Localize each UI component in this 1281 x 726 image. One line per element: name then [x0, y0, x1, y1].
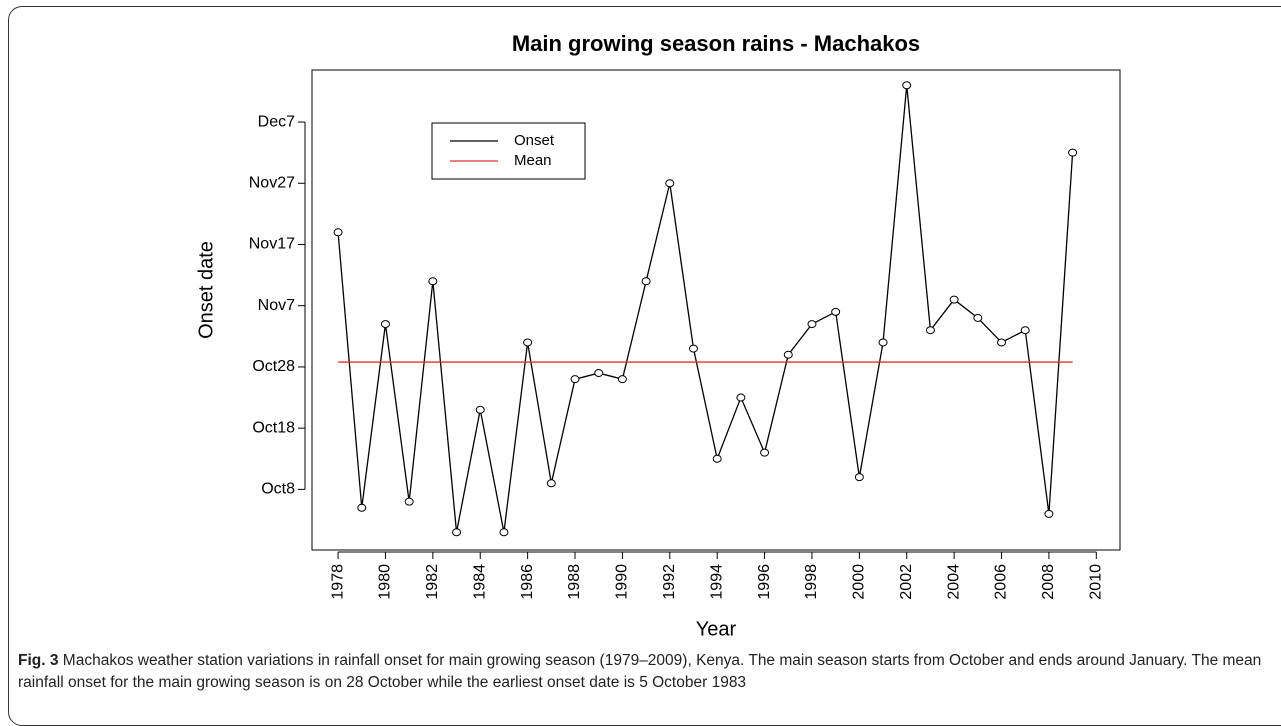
data-point: [452, 528, 462, 537]
data-point: [997, 338, 1007, 347]
data-point: [570, 375, 580, 384]
x-tick-label: 1982: [424, 564, 441, 600]
x-tick-label: 2008: [1040, 564, 1057, 600]
data-point: [712, 454, 722, 463]
x-tick-label: 2002: [898, 564, 915, 600]
y-tick-label: Nov17: [249, 236, 295, 253]
chart: Main growing season rains - Machakos Yea…: [195, 31, 1121, 640]
data-point: [617, 375, 627, 384]
data-point: [925, 326, 935, 335]
data-point: [475, 405, 485, 414]
caption: Fig. 3 Machakos weather station variatio…: [18, 650, 1268, 694]
data-point: [1044, 509, 1054, 518]
x-tick-label: 2004: [945, 564, 962, 600]
data-point: [688, 344, 698, 353]
data-point: [641, 277, 651, 286]
data-point: [878, 338, 888, 347]
data-point: [594, 369, 604, 378]
chart-title: Main growing season rains - Machakos: [512, 31, 920, 56]
data-point: [854, 473, 864, 482]
y-tick-label: Oct8: [261, 481, 295, 498]
data-point: [499, 528, 509, 537]
legend-label: Onset: [514, 132, 555, 149]
data-point: [665, 179, 675, 188]
x-tick-label: 2006: [993, 564, 1010, 600]
page: Main growing season rains - Machakos Yea…: [8, 6, 1281, 726]
legend-box: [431, 122, 586, 180]
y-tick-label: Nov27: [249, 174, 295, 191]
series-line: [337, 85, 1074, 533]
data-point: [902, 81, 912, 90]
data-point: [523, 338, 533, 347]
data-point: [357, 503, 367, 512]
y-axis-label: Onset date: [195, 241, 217, 339]
data-point: [428, 277, 438, 286]
y-tick-label: Nov7: [258, 297, 295, 314]
data-point: [760, 448, 770, 457]
caption-text: Machakos weather station variations in r…: [18, 652, 1262, 691]
x-tick-label: 1994: [708, 564, 725, 600]
y-tick-label: Oct18: [252, 419, 295, 436]
x-tick-label: 1990: [614, 564, 631, 600]
x-axis-label: Year: [696, 618, 737, 640]
x-tick-label: 2000: [851, 564, 868, 600]
data-point: [807, 320, 817, 329]
data-point: [831, 307, 841, 316]
x-tick-label: 1996: [756, 564, 773, 600]
data-point: [783, 350, 793, 359]
data-point: [1020, 326, 1030, 335]
y-tick-label: Dec7: [258, 113, 295, 130]
x-tick-label: 1988: [566, 564, 583, 600]
data-point: [333, 228, 343, 237]
data-point: [404, 497, 414, 506]
x-tick-label: 1980: [377, 564, 394, 600]
data-point: [380, 320, 390, 329]
legend-label: Mean: [514, 152, 552, 169]
y-tick-label: Oct28: [252, 358, 295, 375]
x-tick-label: 2010: [1088, 564, 1105, 600]
data-point: [973, 313, 983, 322]
plot-box: [311, 69, 1121, 551]
data-point: [949, 295, 959, 304]
x-tick-label: 1978: [329, 564, 346, 600]
x-tick-label: 1998: [803, 564, 820, 600]
data-point: [546, 479, 556, 488]
caption-label: Fig. 3: [18, 652, 59, 669]
x-tick-label: 1984: [471, 564, 488, 600]
data-point: [736, 393, 746, 402]
x-tick-label: 1992: [661, 564, 678, 600]
x-tick-label: 1986: [519, 564, 536, 600]
data-point: [1068, 148, 1078, 157]
